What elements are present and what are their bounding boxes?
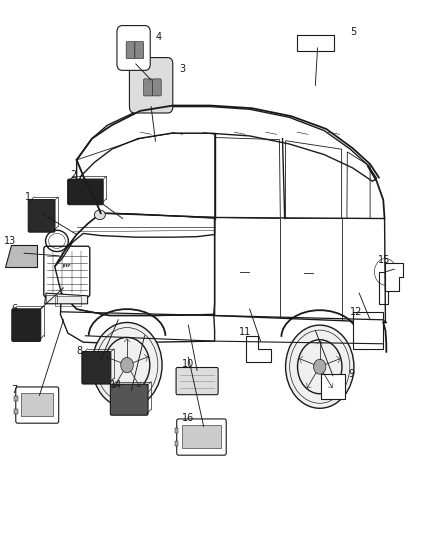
Bar — [175, 428, 179, 433]
Text: 2: 2 — [70, 170, 76, 180]
FancyBboxPatch shape — [16, 387, 59, 423]
Text: 15: 15 — [378, 255, 390, 265]
Polygon shape — [246, 336, 271, 362]
Circle shape — [121, 358, 133, 373]
Bar — [182, 425, 221, 448]
Bar — [46, 295, 57, 303]
Text: 9: 9 — [348, 369, 354, 379]
Text: 7: 7 — [11, 385, 17, 395]
FancyBboxPatch shape — [177, 419, 226, 455]
Text: 14: 14 — [110, 380, 122, 390]
Polygon shape — [5, 245, 37, 266]
Bar — [297, 35, 334, 51]
Text: 11: 11 — [239, 327, 251, 336]
Text: 6: 6 — [11, 304, 17, 314]
FancyBboxPatch shape — [126, 42, 135, 59]
Bar — [14, 396, 18, 401]
Bar — [14, 409, 18, 414]
Text: 13: 13 — [4, 236, 17, 246]
Bar — [21, 393, 53, 416]
Polygon shape — [385, 263, 403, 291]
FancyBboxPatch shape — [82, 352, 111, 384]
FancyBboxPatch shape — [144, 79, 152, 96]
Bar — [55, 296, 81, 306]
FancyBboxPatch shape — [135, 42, 144, 59]
Bar — [321, 374, 345, 399]
Text: 8: 8 — [77, 346, 83, 356]
Bar — [379, 272, 388, 304]
FancyBboxPatch shape — [12, 309, 41, 342]
Bar — [353, 312, 383, 349]
FancyBboxPatch shape — [67, 179, 103, 205]
Text: 12: 12 — [350, 307, 363, 317]
FancyBboxPatch shape — [152, 79, 161, 96]
Polygon shape — [45, 293, 88, 304]
Text: 3: 3 — [180, 64, 186, 74]
Ellipse shape — [95, 210, 105, 220]
Circle shape — [286, 325, 354, 408]
FancyBboxPatch shape — [28, 200, 55, 232]
FancyBboxPatch shape — [110, 384, 148, 415]
Text: JEEP: JEEP — [62, 264, 71, 269]
Text: 1: 1 — [25, 192, 32, 202]
Bar — [175, 441, 179, 446]
Text: 10: 10 — [182, 359, 194, 368]
FancyBboxPatch shape — [117, 26, 150, 70]
Text: 16: 16 — [182, 414, 194, 423]
Circle shape — [92, 322, 162, 408]
FancyBboxPatch shape — [176, 368, 218, 394]
Circle shape — [314, 359, 326, 374]
Text: 5: 5 — [350, 27, 357, 37]
Text: 4: 4 — [155, 33, 162, 42]
FancyBboxPatch shape — [130, 58, 173, 113]
